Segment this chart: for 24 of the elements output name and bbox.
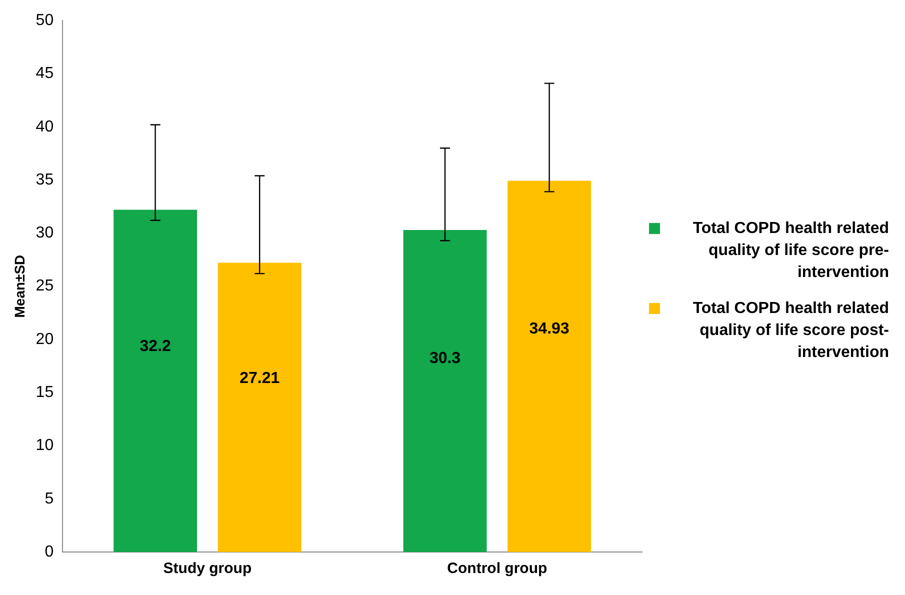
y-axis-title: Mean±SD xyxy=(11,254,28,318)
x-tick-label: Study group xyxy=(163,560,252,578)
bar xyxy=(403,230,487,552)
y-tick-label: 0 xyxy=(44,543,54,560)
legend-label: Total COPD health related quality of life score post-intervention xyxy=(692,299,889,363)
y-tick-label: 15 xyxy=(36,384,54,401)
y-tick-label: 20 xyxy=(36,330,54,348)
legend-label: Total COPD health related quality of life score pre-intervention xyxy=(692,219,889,283)
data-label: 27.21 xyxy=(240,370,280,387)
bar xyxy=(114,210,198,552)
y-tick-label: 40 xyxy=(36,118,54,136)
data-label: 32.2 xyxy=(140,338,171,356)
y-tick-label: 10 xyxy=(36,437,54,454)
bar xyxy=(508,180,592,552)
y-tick-label: 45 xyxy=(36,65,54,82)
y-tick-label: 30 xyxy=(36,224,54,242)
y-tick-label: 25 xyxy=(36,278,54,295)
y-tick-label: 50 xyxy=(36,12,54,30)
y-tick-label: 5 xyxy=(44,490,54,508)
y-tick-label: 35 xyxy=(36,171,54,188)
x-tick-label: Control group xyxy=(447,560,548,578)
bar xyxy=(218,262,302,552)
data-label: 30.3 xyxy=(429,350,461,368)
data-label: 34.93 xyxy=(529,320,570,338)
